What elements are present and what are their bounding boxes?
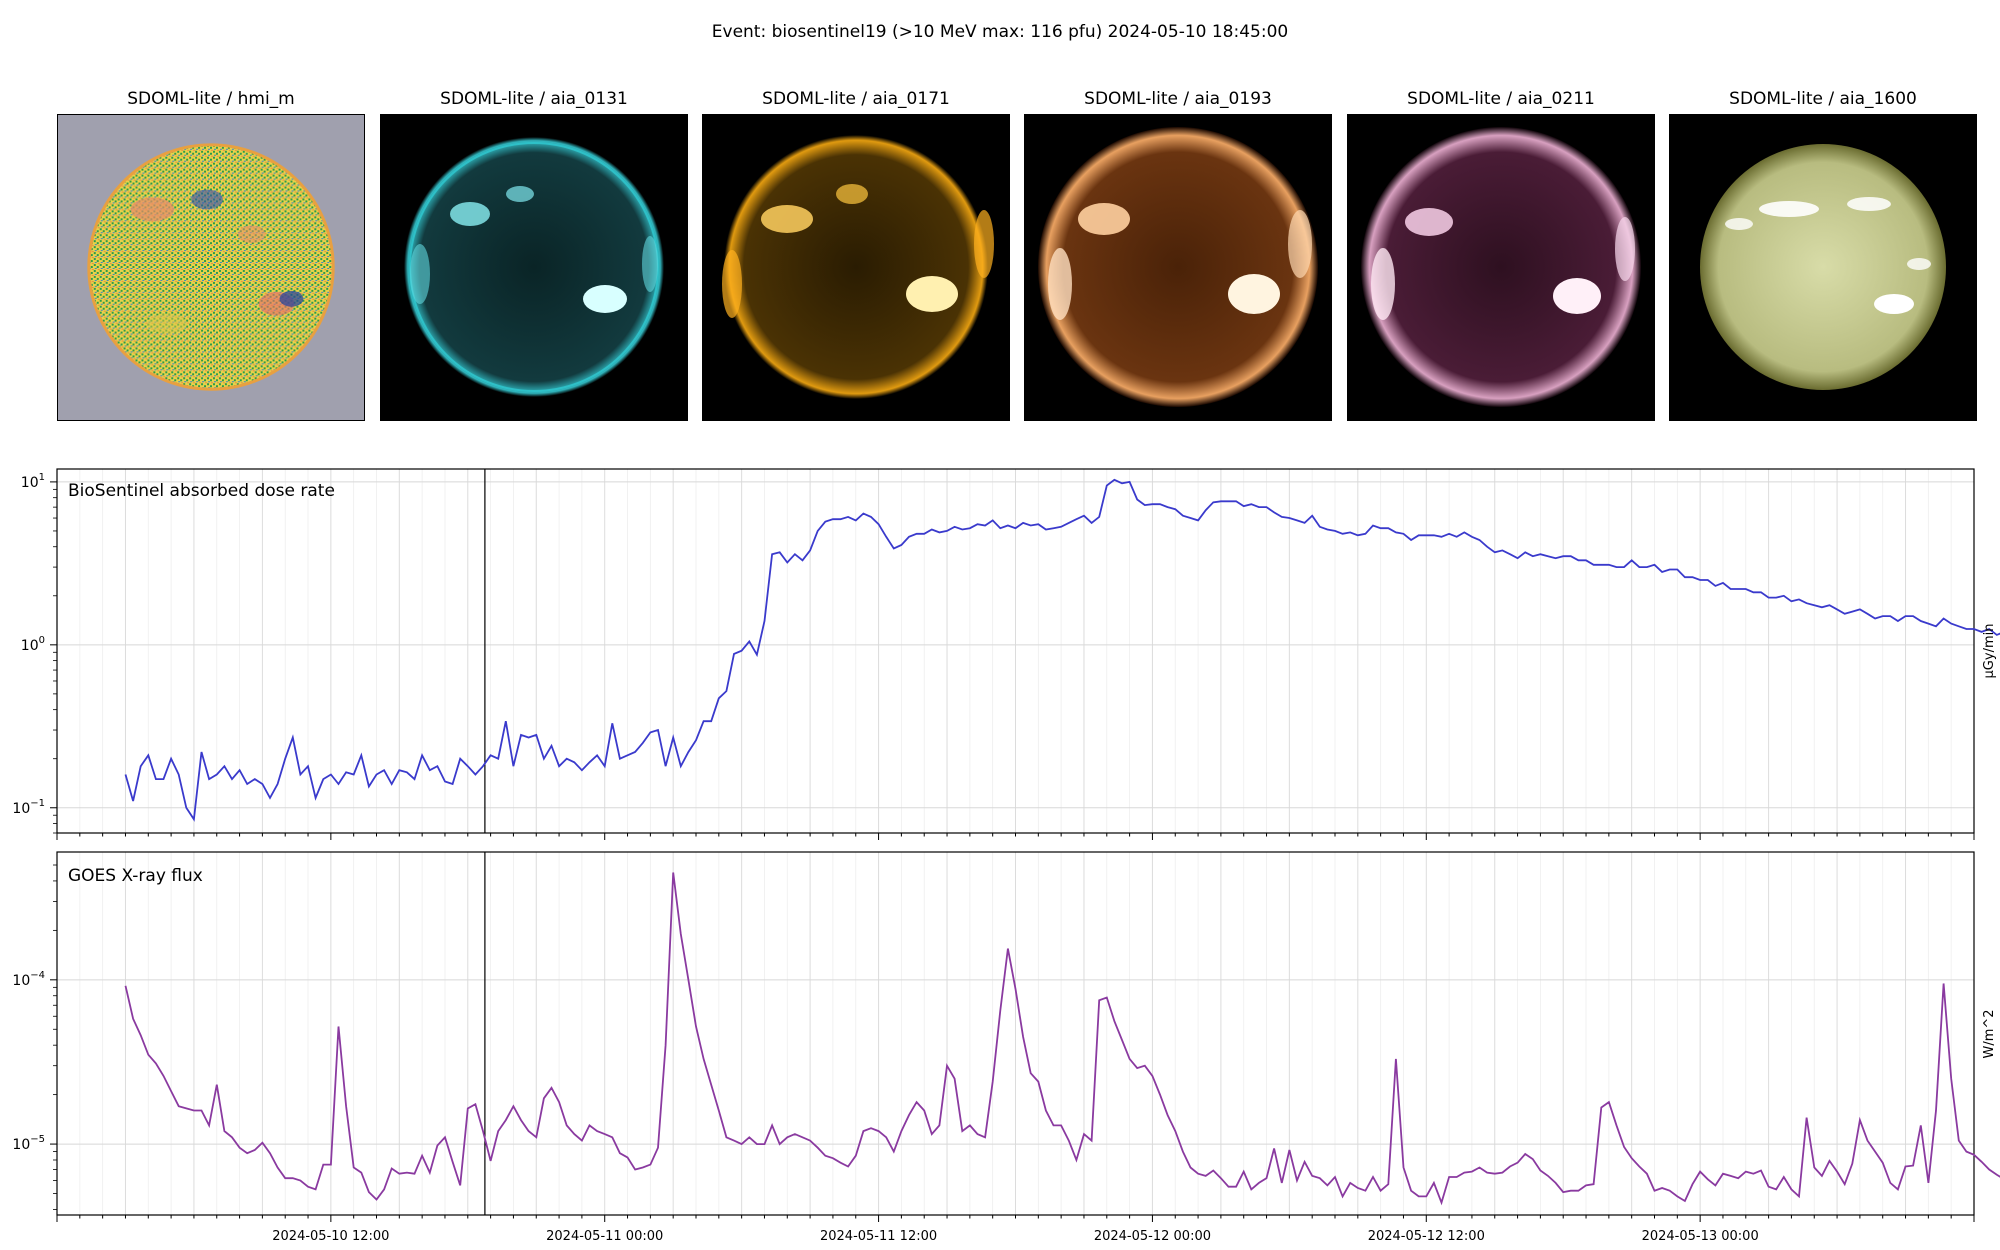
x-tick-label: 2024-05-13 00:00 xyxy=(1642,1229,1759,1244)
aia-0211-image xyxy=(1347,114,1655,421)
dose-rate-grid xyxy=(56,469,1975,833)
y-tick-label: 10−1 xyxy=(12,798,45,817)
dose-rate-y-axis-label: µGy/min xyxy=(1982,624,1997,679)
image-title-aia-0193: SDOML-lite / aia_0193 xyxy=(1084,89,1272,109)
x-tick-label: 2024-05-10 12:00 xyxy=(272,1229,389,1244)
figure-title: Event: biosentinel19 (>10 MeV max: 116 p… xyxy=(711,22,1289,42)
x-tick-label: 2024-05-12 12:00 xyxy=(1368,1229,1485,1244)
xray-flux-panel-title: GOES X-ray flux xyxy=(68,866,203,886)
dose-rate-panel: 10−1 100 101 BioSentinel absorbed dose rat… xyxy=(12,468,2000,840)
image-title-aia-0171: SDOML-lite / aia_0171 xyxy=(762,89,950,109)
x-tick-label: 2024-05-11 12:00 xyxy=(820,1229,937,1244)
xray-flux-y-axis-label: W/m^2 xyxy=(1982,1009,1997,1058)
dose-rate-series-line xyxy=(124,478,2000,822)
aia-0171-image xyxy=(702,114,1010,421)
aia-0193-image xyxy=(1024,114,1332,421)
x-tick-label: 2024-05-11 00:00 xyxy=(546,1229,663,1244)
xray-flux-series-line xyxy=(124,872,2000,1206)
xray-flux-panel: 10−5 10−4 GOES X-ray flux W/m^2 xyxy=(12,851,2000,1222)
hmi-magnetogram-image xyxy=(57,114,365,421)
aia-0131-image xyxy=(380,114,688,421)
image-title-aia-0131: SDOML-lite / aia_0131 xyxy=(440,89,628,109)
aia-1600-image xyxy=(1669,114,1977,421)
y-tick-label: 10−4 xyxy=(12,970,45,989)
y-tick-label: 100 xyxy=(21,635,45,654)
y-tick-label: 10−5 xyxy=(12,1134,45,1153)
x-axis-tick-labels: 2024-05-10 12:00 2024-05-11 00:00 2024-05-… xyxy=(272,1229,1758,1244)
y-tick-label: 101 xyxy=(21,472,45,491)
dose-rate-ticks: 10−1 100 101 xyxy=(12,472,1975,840)
image-title-hmi-m: SDOML-lite / hmi_m xyxy=(127,89,295,109)
x-tick-label: 2024-05-12 00:00 xyxy=(1094,1229,1211,1244)
image-title-aia-1600: SDOML-lite / aia_1600 xyxy=(1729,89,1917,109)
xray-flux-grid xyxy=(56,852,1975,1215)
dose-rate-panel-title: BioSentinel absorbed dose rate xyxy=(68,481,335,501)
image-title-aia-0211: SDOML-lite / aia_0211 xyxy=(1407,89,1595,109)
xray-flux-ticks: 10−5 10−4 xyxy=(12,864,1975,1222)
